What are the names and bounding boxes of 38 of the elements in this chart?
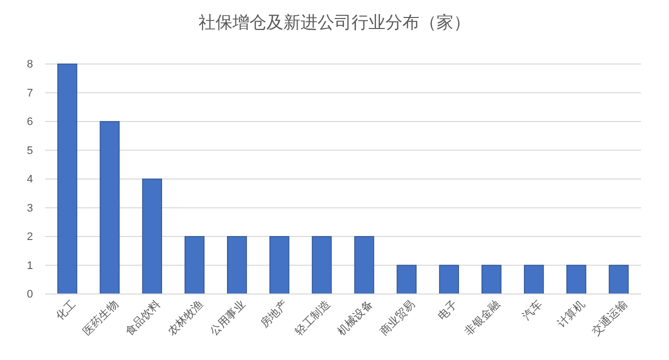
bar [439, 264, 459, 294]
x-tick-label: 化工 [54, 298, 78, 323]
y-tick-label: 6 [26, 116, 33, 128]
x-tick-label: 计算机 [554, 298, 588, 330]
bar [269, 236, 290, 294]
x-tick-label: 食品饮料 [122, 298, 164, 338]
bar [608, 264, 629, 294]
x-tick-label: 非银金融 [462, 298, 502, 338]
x-tick-label: 公用事业 [208, 298, 248, 338]
y-tick-label: 3 [26, 202, 33, 214]
x-tick-label: 轻工制造 [292, 298, 333, 338]
y-tick-label: 1 [26, 260, 33, 272]
y-tick-label: 2 [26, 231, 33, 244]
y-tick-label: 5 [26, 144, 33, 157]
chart-title: 社保增仓及新进公司行业分布（家） [198, 13, 470, 33]
bar [184, 236, 204, 294]
bar [524, 264, 544, 294]
bar [482, 264, 502, 294]
x-tick-label: 商业贸易 [377, 298, 418, 338]
bar [566, 264, 586, 294]
y-tick-label: 0 [26, 288, 33, 301]
bar [57, 64, 78, 294]
x-tick-label: 农林牧渔 [165, 298, 206, 338]
y-tick-label: 7 [26, 87, 33, 100]
x-tick-label: 交通运输 [589, 298, 630, 338]
x-tick-label: 房地产 [258, 298, 290, 330]
bar [354, 236, 374, 294]
bar [312, 236, 332, 294]
x-tick-label: 电子 [435, 298, 460, 323]
bar [100, 121, 120, 294]
x-tick-label: 汽车 [520, 298, 545, 323]
x-tick-label: 医药生物 [80, 298, 121, 338]
bar [396, 264, 417, 294]
y-tick-label: 8 [26, 58, 33, 71]
bar [142, 178, 162, 294]
bar [227, 236, 247, 294]
y-tick-label: 4 [26, 174, 33, 186]
x-tick-label: 机械设备 [334, 298, 376, 338]
